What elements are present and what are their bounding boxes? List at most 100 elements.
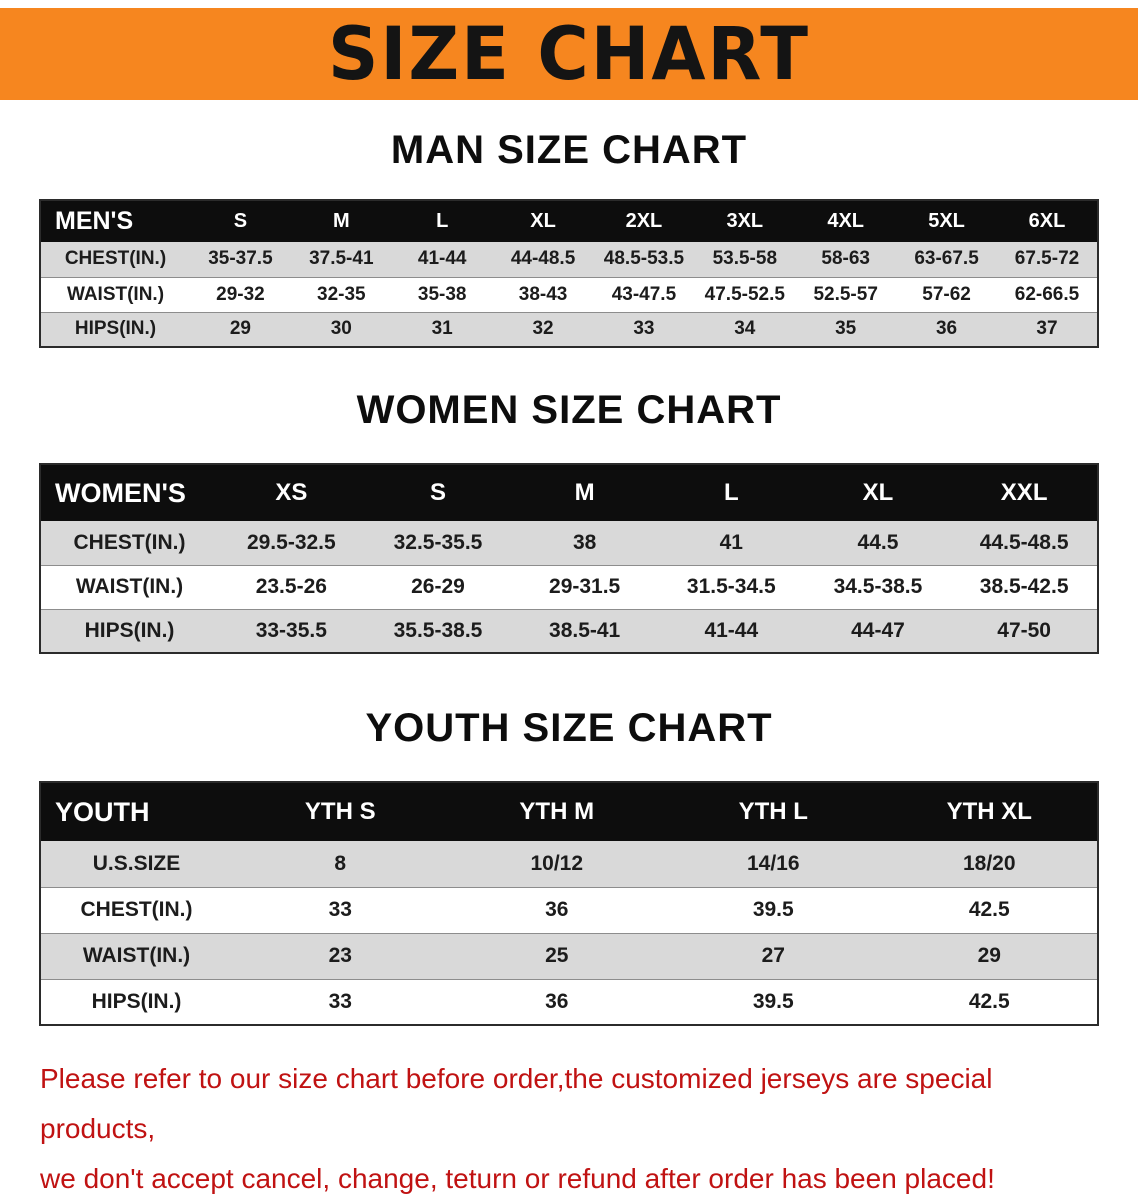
size-value: 36 [545, 989, 569, 1013]
women-section-heading: WOMEN SIZE CHART [356, 388, 782, 432]
size-column-header: XL [804, 464, 952, 521]
size-value: 23 [328, 944, 352, 967]
size-value: 53.5-58 [712, 248, 778, 270]
size-value: 14/16 [746, 851, 800, 875]
men-section-heading: MAN SIZE CHART [390, 128, 748, 172]
size-value: 33 [328, 989, 352, 1013]
page-title: SIZE CHART [327, 11, 811, 97]
size-value: 34 [734, 318, 756, 340]
size-value: 31 [431, 318, 453, 340]
size-value: 18/20 [962, 851, 1016, 875]
size-value: 62-66.5 [1014, 283, 1080, 305]
size-value: 29-32 [216, 283, 265, 305]
size-value: 35-38 [417, 283, 467, 305]
size-value: 38.5-41 [549, 618, 621, 642]
table-row: HIPS(IN.) 33-35.5 35.5-38.5 38.5-41 41-44 44-… [40, 609, 1098, 653]
size-value: 25 [545, 944, 569, 967]
size-value: 35 [835, 318, 857, 340]
table-corner-label: MEN'S [40, 200, 190, 242]
size-column-header: YTH L [665, 782, 882, 841]
size-column-header: XS [218, 464, 365, 521]
size-value: 38 [572, 530, 597, 554]
size-value: 36 [935, 318, 958, 340]
size-column-header: M [290, 200, 392, 242]
size-column-header: XXL [951, 464, 1098, 521]
size-value: 29 [977, 944, 1001, 967]
size-column-header: YTH M [448, 782, 665, 841]
row-label: WAIST(IN.) [82, 944, 191, 967]
size-value: 33 [328, 898, 352, 921]
size-value: 36 [545, 898, 569, 921]
row-label: CHEST(IN.) [64, 248, 167, 270]
size-value: 29.5-32.5 [246, 530, 336, 554]
size-value: 43-47.5 [611, 283, 677, 305]
youth-size-table: YOUTH YTH S YTH M YTH L YTH XL U.S.SIZE 8 10/12… [39, 781, 1099, 1026]
size-chart-banner: SIZE CHART [0, 8, 1138, 100]
size-value: 10/12 [530, 851, 584, 875]
row-label: HIPS(IN.) [84, 618, 175, 642]
size-value: 41-44 [704, 618, 759, 642]
table-row: WAIST(IN.) 23.5-26 26-29 29-31.5 31.5-34.5 34… [40, 565, 1098, 609]
size-value: 31.5-34.5 [686, 575, 776, 598]
size-column-header: L [657, 464, 805, 521]
size-value: 42.5 [968, 898, 1010, 921]
size-value: 8 [334, 851, 347, 875]
row-label: HIPS(IN.) [91, 989, 182, 1013]
disclaimer-note: Please refer to our size chart before or… [40, 1054, 1102, 1204]
women-size-table: WOMEN'S XS S M L XL XXL CHEST(IN.) 29.5-32.5 32.5… [39, 463, 1099, 654]
size-value: 38-43 [518, 283, 568, 305]
size-value: 35-37.5 [208, 248, 273, 270]
size-value: 41 [719, 530, 743, 554]
size-value: 32.5-35.5 [393, 530, 483, 554]
size-value: 29-31.5 [549, 575, 621, 598]
row-label: HIPS(IN.) [74, 318, 157, 340]
youth-size-section: YOUTH SIZE CHART YOUTH YTH S YTH M YTH L YTH… [0, 706, 1138, 1026]
table-row: HIPS(IN.) 33 36 39.5 42.5 [40, 979, 1098, 1025]
size-column-header: 5XL [896, 200, 997, 242]
size-column-header: S [364, 464, 512, 521]
size-value: 63-67.5 [914, 248, 979, 270]
size-value: 34.5-38.5 [833, 575, 923, 598]
size-value: 44.5-48.5 [979, 530, 1069, 554]
size-column-header: 6XL [997, 200, 1098, 242]
table-row: CHEST(IN.) 35-37.5 37.5-41 41-44 44-48.5 48.5… [40, 242, 1098, 277]
row-label: U.S.SIZE [92, 851, 181, 875]
size-value: 47.5-52.5 [704, 283, 785, 305]
header-row: MEN'S S M L XL 2XL 3XL 4XL 5XL 6XL [40, 200, 1098, 242]
men-size-table: MEN'S S M L XL 2XL 3XL 4XL 5XL 6XL CHEST(IN.) 35-37… [39, 199, 1099, 348]
size-value: 32-35 [317, 283, 366, 305]
size-value: 37 [1036, 318, 1058, 340]
size-column-header: M [511, 464, 658, 521]
size-value: 48.5-53.5 [603, 248, 685, 270]
size-value: 39.5 [752, 898, 794, 921]
size-value: 47-50 [997, 618, 1051, 642]
size-column-header: YTH XL [881, 782, 1098, 841]
size-column-header: YTH S [232, 782, 449, 841]
row-label: CHEST(IN.) [73, 530, 186, 554]
size-value: 30 [330, 318, 352, 340]
size-value: 44-47 [851, 618, 905, 642]
size-value: 35.5-38.5 [393, 618, 483, 642]
disclaimer-line-2: we don't accept cancel, change, teturn o… [40, 1163, 995, 1194]
size-column-header: S [190, 200, 291, 242]
size-value: 37.5-41 [309, 248, 374, 270]
table-row: WAIST(IN.) 23 25 27 29 [40, 933, 1098, 979]
size-column-header: 4XL [795, 200, 897, 242]
size-value: 58-63 [821, 248, 870, 270]
table-row: WAIST(IN.) 29-32 32-35 35-38 38-43 43-47.5 47.… [40, 277, 1098, 312]
table-row: U.S.SIZE 8 10/12 14/16 18/20 [40, 841, 1098, 887]
size-value: 29 [229, 318, 251, 340]
disclaimer-line-1: Please refer to our size chart before or… [40, 1063, 993, 1144]
row-label: WAIST(IN.) [75, 575, 184, 598]
men-size-section: MAN SIZE CHART MEN'S S M L XL 2XL 3XL 4XL 5XL 6XL… [0, 128, 1138, 348]
size-column-header: 3XL [694, 200, 796, 242]
size-value: 67.5-72 [1014, 248, 1080, 270]
size-value: 26-29 [411, 575, 465, 598]
size-value: 44-48.5 [510, 248, 576, 270]
size-value: 42.5 [968, 989, 1010, 1013]
youth-section-heading: YOUTH SIZE CHART [365, 706, 773, 750]
table-row: HIPS(IN.) 29 30 31 32 33 34 35 36 37 [40, 312, 1098, 347]
table-corner-label: WOMEN'S [40, 464, 218, 521]
women-size-section: WOMEN SIZE CHART WOMEN'S XS S M L XL XXL CHEST(… [0, 388, 1138, 654]
size-value: 27 [761, 944, 785, 967]
